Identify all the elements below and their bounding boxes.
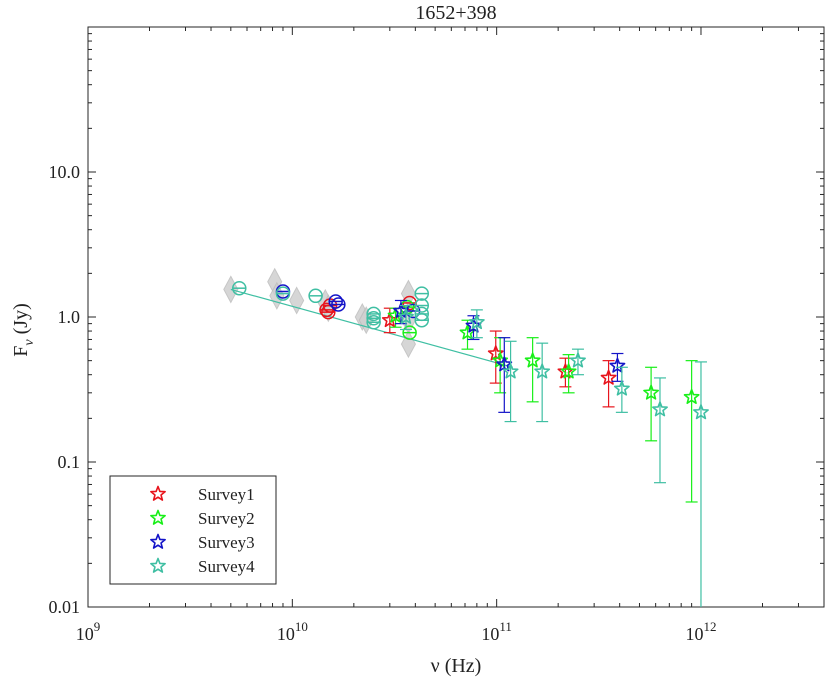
historical-points [223,267,416,359]
historical-point [289,286,305,315]
legend-star-icon [150,557,166,573]
star-marker [609,357,626,373]
x-tick-label: 1011 [481,619,512,644]
star-marker [465,317,482,333]
series-survey4 [232,280,709,607]
legend-box [109,475,277,585]
star-marker [398,308,414,324]
star-marker [683,388,700,405]
axis-ticks: 109 1010 1011 1012 0.01 0.1 1.0 10.0 [49,27,825,644]
x-axis-title: ν (Hz) [431,655,482,677]
legend-label: Survey4 [198,557,255,576]
legend-label: Survey2 [198,509,255,528]
series-survey2 [387,299,700,503]
legend-star-icon [150,485,166,501]
star-marker [613,380,630,396]
legend-label: Survey3 [198,533,255,552]
legend: Survey1 Survey2 Survey3 Survey4 [109,475,277,585]
chart-title: 1652+398 [415,2,496,24]
y-tick-label: 0.1 [58,452,81,472]
star-marker [600,369,617,385]
y-axis-title: Fν (Jy) [10,303,37,356]
survey-points [232,280,709,607]
star-marker [496,356,513,372]
star-marker [487,345,504,361]
x-tick-label: 109 [76,619,101,644]
star-marker [570,352,586,368]
star-marker [468,313,485,330]
star-marker [502,363,519,379]
star-marker [643,384,660,400]
legend-star-icon [150,509,166,525]
star-marker [534,363,551,379]
star-marker [524,352,541,368]
y-tick-label: 1.0 [58,307,81,327]
star-marker [652,401,668,417]
star-marker [560,363,577,379]
star-marker [693,404,709,420]
y-tick-label: 10.0 [49,162,81,182]
legend-label: Survey1 [198,485,255,504]
x-tick-label: 1010 [277,619,308,644]
x-tick-label: 1012 [685,619,716,644]
y-tick-label: 0.01 [49,597,81,617]
legend-star-icon [150,533,166,549]
